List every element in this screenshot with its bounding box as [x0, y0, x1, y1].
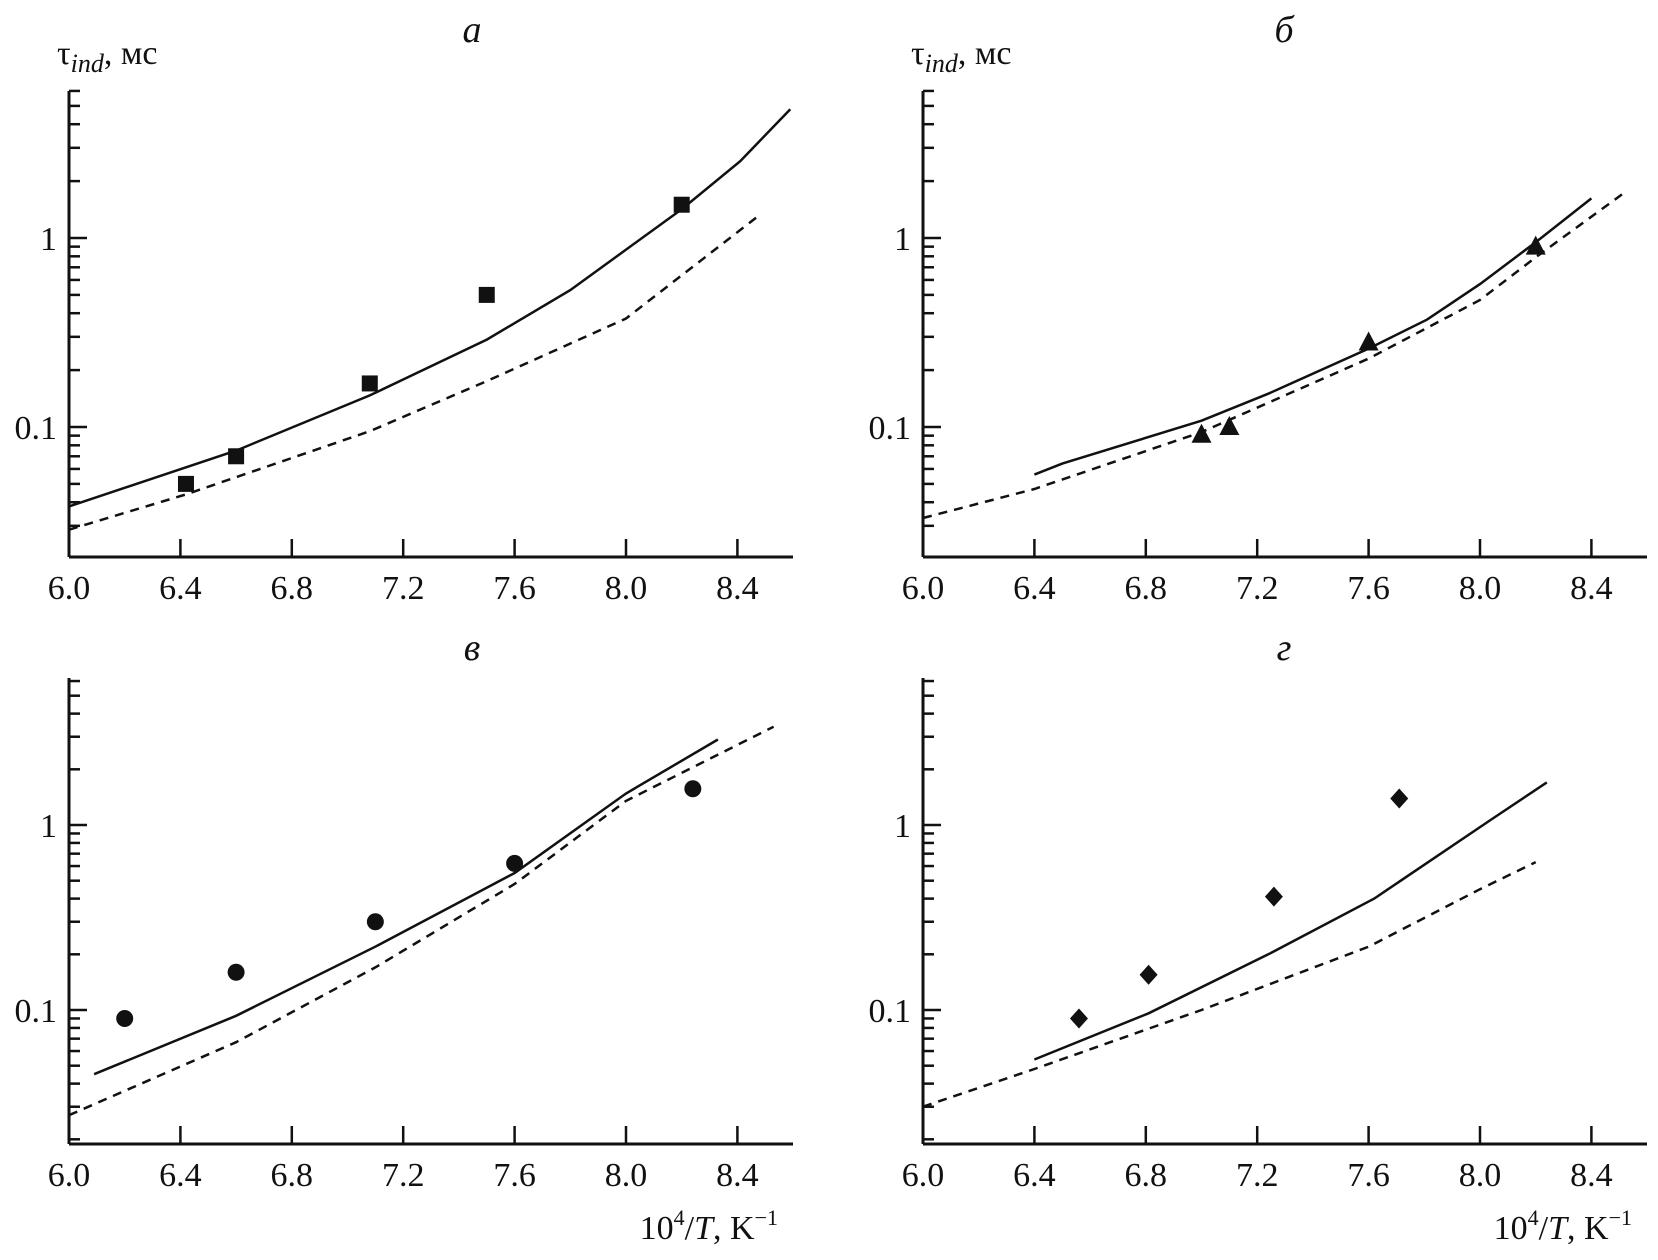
y-label-unit: , мс — [958, 35, 1012, 72]
data-point-square — [177, 475, 194, 492]
y-tick-label: 0.1 — [15, 993, 58, 1030]
x-tick-label: 6.4 — [1013, 1157, 1056, 1194]
panel-1: 0.1 1 6.0 6.4 6.8 7.2 7.6 8.0 8.4 а τind, мс — [15, 9, 793, 607]
x-tick-label: 7.2 — [1236, 570, 1279, 607]
x-label-sup: 4 — [674, 1205, 685, 1230]
panel-label: а — [463, 9, 482, 51]
y-label-subscript: ind — [925, 49, 959, 78]
data-point-triangle — [1219, 416, 1240, 435]
x-tick-label: 6.0 — [48, 570, 91, 607]
x-tick-label: 8.0 — [1459, 570, 1502, 607]
x-label-num: 10 — [1494, 1210, 1528, 1247]
data-point-diamond — [1390, 788, 1409, 809]
x-tick-label: 7.6 — [493, 1157, 536, 1194]
data-point-circle — [116, 1009, 134, 1027]
x-tick-label: 8.4 — [716, 1157, 759, 1194]
y-tick-label: 0.1 — [15, 410, 58, 447]
y-axis-label: τind, мс — [911, 35, 1012, 78]
x-tick-label: 6.0 — [902, 570, 945, 607]
x-tick-label: 7.6 — [493, 570, 536, 607]
y-tick-label: 1 — [40, 221, 57, 258]
y-tick-label: 0.1 — [869, 410, 912, 447]
data-point-diamond — [1264, 886, 1283, 907]
x-tick-label: 6.8 — [1125, 570, 1168, 607]
y-label-subscript: ind — [71, 49, 105, 78]
x-label-slash: / — [1539, 1210, 1549, 1247]
panel-4: 0.1 1 6.0 6.4 6.8 7.2 7.6 8.0 8.4 г 104/T, K−1 — [869, 627, 1647, 1247]
x-tick-label: 7.2 — [382, 570, 425, 607]
data-point-triangle — [1525, 235, 1546, 255]
series-dashed-line — [68, 216, 758, 531]
data-point-square — [673, 196, 690, 213]
data-point-circle — [684, 780, 702, 798]
y-label-symbol: τ — [57, 35, 71, 72]
x-tick-label: 6.8 — [271, 570, 314, 607]
y-tick-label: 1 — [894, 221, 911, 258]
x-label-unit-sup: −1 — [755, 1205, 778, 1230]
panel-label: в — [464, 627, 481, 669]
data-point-circle — [227, 963, 245, 981]
x-label-unit-sup: −1 — [1609, 1205, 1632, 1230]
series-solid-line — [1033, 781, 1548, 1061]
x-label-num: 10 — [640, 1210, 674, 1247]
data-point-circle — [506, 854, 524, 872]
data-point-diamond — [1069, 1008, 1088, 1029]
x-tick-label: 6.0 — [48, 1157, 91, 1194]
data-point-square — [478, 286, 495, 303]
x-label-slash: / — [685, 1210, 695, 1247]
data-point-square — [361, 375, 378, 392]
x-label-T: T — [1548, 1210, 1569, 1247]
series-dashed-line — [68, 725, 775, 1117]
panel-3: 0.1 1 6.0 6.4 6.8 7.2 7.6 8.0 8.4 в 104/T, K−1 — [15, 627, 793, 1247]
x-label-unit: , K — [1567, 1210, 1609, 1247]
panel-2: 0.1 1 6.0 6.4 6.8 7.2 7.6 8.0 8.4 б τind, мс — [869, 9, 1647, 607]
series-dashed-line — [922, 860, 1537, 1108]
y-tick-label: 0.1 — [869, 993, 912, 1030]
x-axis-label: 104/T, K−1 — [1494, 1205, 1632, 1247]
x-tick-label: 8.0 — [1459, 1157, 1502, 1194]
series-solid-line — [1033, 197, 1593, 476]
y-axis-label: τind, мс — [57, 35, 158, 78]
data-point-diamond — [1139, 964, 1158, 985]
x-tick-label: 8.0 — [605, 570, 648, 607]
x-label-T: T — [694, 1210, 715, 1247]
series-dashed-line — [922, 193, 1623, 520]
x-tick-label: 7.2 — [382, 1157, 425, 1194]
y-tick-label: 1 — [40, 808, 57, 845]
x-tick-label: 6.4 — [1013, 570, 1056, 607]
x-tick-label: 6.4 — [159, 1157, 202, 1194]
series-solid-line — [68, 108, 792, 508]
series-solid-line — [93, 738, 719, 1076]
x-tick-label: 7.6 — [1347, 570, 1390, 607]
y-label-unit: , мс — [104, 35, 158, 72]
x-axis-label: 104/T, K−1 — [640, 1205, 778, 1247]
x-label-unit: , K — [713, 1210, 755, 1247]
x-tick-label: 8.4 — [716, 570, 759, 607]
x-tick-label: 6.8 — [271, 1157, 314, 1194]
data-point-circle — [366, 913, 384, 931]
x-tick-label: 6.8 — [1125, 1157, 1168, 1194]
panel-label: г — [1277, 627, 1292, 669]
y-tick-label: 1 — [894, 808, 911, 845]
y-label-symbol: τ — [911, 35, 925, 72]
x-tick-label: 6.4 — [159, 570, 202, 607]
x-tick-label: 8.4 — [1570, 1157, 1613, 1194]
x-tick-label: 8.0 — [605, 1157, 648, 1194]
x-tick-label: 8.4 — [1570, 570, 1613, 607]
x-tick-label: 7.2 — [1236, 1157, 1279, 1194]
x-label-sup: 4 — [1528, 1205, 1539, 1230]
x-tick-label: 6.0 — [902, 1157, 945, 1194]
x-tick-label: 7.6 — [1347, 1157, 1390, 1194]
panel-label: б — [1274, 9, 1295, 51]
